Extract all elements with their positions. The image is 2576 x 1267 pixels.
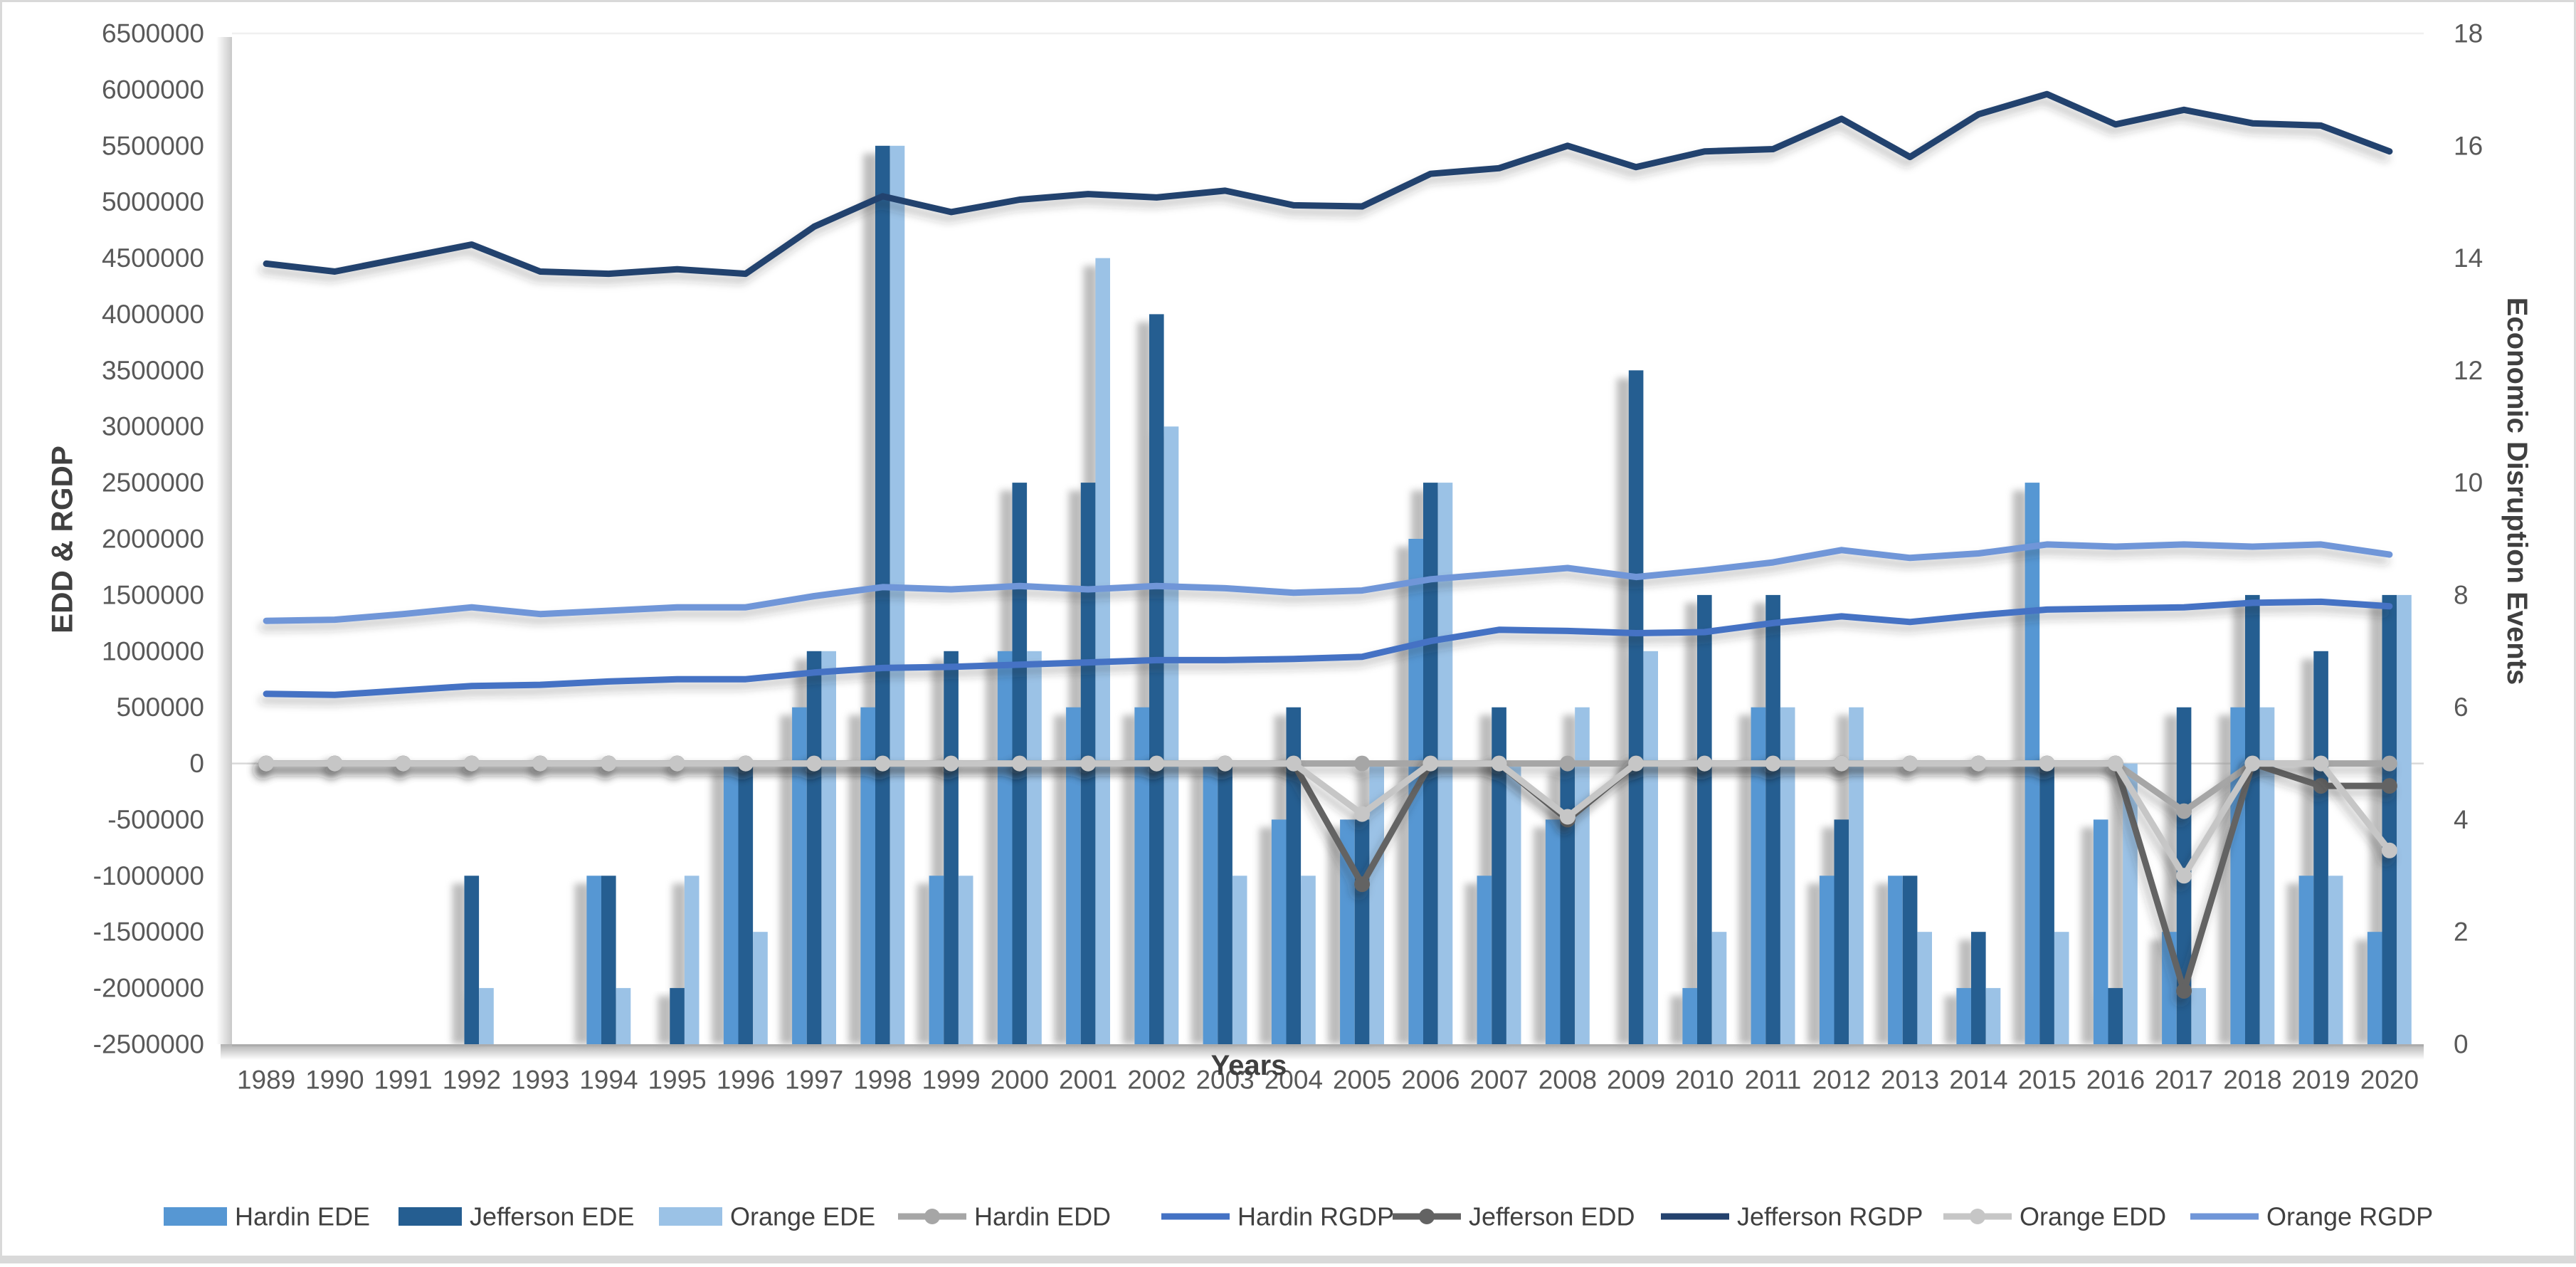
svg-text:2000000: 2000000	[102, 525, 204, 554]
svg-text:1991: 1991	[374, 1066, 432, 1095]
svg-text:2001: 2001	[1059, 1066, 1117, 1095]
svg-text:10: 10	[2454, 468, 2483, 498]
svg-text:4: 4	[2454, 805, 2469, 834]
svg-text:Orange EDE: Orange EDE	[730, 1202, 875, 1231]
svg-text:3500000: 3500000	[102, 356, 204, 385]
svg-text:2003: 2003	[1195, 1066, 1254, 1095]
svg-text:6000000: 6000000	[102, 75, 204, 104]
svg-text:3000000: 3000000	[102, 412, 204, 441]
svg-text:Years: Years	[1211, 1050, 1287, 1081]
svg-text:5500000: 5500000	[102, 131, 204, 160]
svg-text:2015: 2015	[2017, 1066, 2076, 1095]
svg-text:2017: 2017	[2155, 1066, 2213, 1095]
svg-text:1992: 1992	[443, 1066, 501, 1095]
svg-text:2020: 2020	[2360, 1066, 2419, 1095]
svg-text:1995: 1995	[648, 1066, 706, 1095]
svg-text:2012: 2012	[1812, 1066, 1871, 1095]
svg-text:-1500000: -1500000	[93, 918, 204, 947]
svg-text:2006: 2006	[1401, 1066, 1459, 1095]
svg-text:-1000000: -1000000	[93, 861, 204, 890]
svg-text:14: 14	[2454, 243, 2483, 273]
svg-text:Hardin EDD: Hardin EDD	[974, 1202, 1111, 1231]
svg-text:-2000000: -2000000	[93, 974, 204, 1003]
svg-text:8: 8	[2454, 580, 2469, 609]
svg-text:2000: 2000	[991, 1066, 1049, 1095]
svg-text:Hardin EDE: Hardin EDE	[235, 1202, 370, 1231]
svg-text:1997: 1997	[785, 1066, 843, 1095]
svg-text:2010: 2010	[1675, 1066, 1733, 1095]
svg-text:1998: 1998	[853, 1066, 912, 1095]
svg-text:-2500000: -2500000	[93, 1030, 204, 1059]
svg-text:5000000: 5000000	[102, 187, 204, 216]
svg-text:12: 12	[2454, 356, 2483, 385]
svg-text:0: 0	[189, 749, 204, 778]
svg-text:Jefferson RGDP: Jefferson RGDP	[1737, 1202, 1923, 1231]
svg-text:2007: 2007	[1469, 1066, 1528, 1095]
svg-text:1999: 1999	[922, 1066, 980, 1095]
svg-text:2: 2	[2454, 918, 2469, 947]
svg-text:2019: 2019	[2291, 1066, 2350, 1095]
svg-text:1996: 1996	[717, 1066, 775, 1095]
svg-text:1500000: 1500000	[102, 580, 204, 609]
svg-text:500000: 500000	[117, 693, 204, 722]
svg-text:6: 6	[2454, 693, 2469, 722]
svg-text:2008: 2008	[1538, 1066, 1597, 1095]
svg-text:1989: 1989	[237, 1066, 295, 1095]
svg-text:Orange EDD: Orange EDD	[2020, 1202, 2166, 1231]
svg-text:2500000: 2500000	[102, 468, 204, 498]
svg-text:2018: 2018	[2223, 1066, 2281, 1095]
svg-text:Jefferson EDE: Jefferson EDE	[470, 1202, 634, 1231]
svg-text:Jefferson EDD: Jefferson EDD	[1469, 1202, 1635, 1231]
svg-text:1994: 1994	[579, 1066, 638, 1095]
svg-text:Economic Disruption Events: Economic Disruption Events	[2501, 298, 2533, 685]
svg-text:1993: 1993	[511, 1066, 569, 1095]
svg-text:Hardin RGDP: Hardin RGDP	[1237, 1202, 1394, 1231]
svg-text:18: 18	[2454, 19, 2483, 48]
svg-text:1990: 1990	[305, 1066, 364, 1095]
svg-text:2005: 2005	[1333, 1066, 1391, 1095]
svg-text:4000000: 4000000	[102, 300, 204, 329]
svg-text:EDD & RGDP: EDD & RGDP	[46, 446, 79, 634]
svg-text:2011: 2011	[1745, 1066, 1802, 1095]
svg-text:2002: 2002	[1127, 1066, 1186, 1095]
svg-text:-500000: -500000	[107, 805, 204, 834]
svg-text:1000000: 1000000	[102, 636, 204, 666]
svg-text:Orange RGDP: Orange RGDP	[2266, 1202, 2433, 1231]
svg-text:2004: 2004	[1265, 1066, 1323, 1095]
svg-text:2013: 2013	[1881, 1066, 1939, 1095]
svg-text:2014: 2014	[1949, 1066, 2007, 1095]
svg-text:2016: 2016	[2086, 1066, 2145, 1095]
svg-text:4500000: 4500000	[102, 243, 204, 273]
svg-text:0: 0	[2454, 1030, 2469, 1059]
svg-text:6500000: 6500000	[102, 19, 204, 48]
svg-text:16: 16	[2454, 131, 2483, 160]
svg-text:2009: 2009	[1607, 1066, 1665, 1095]
